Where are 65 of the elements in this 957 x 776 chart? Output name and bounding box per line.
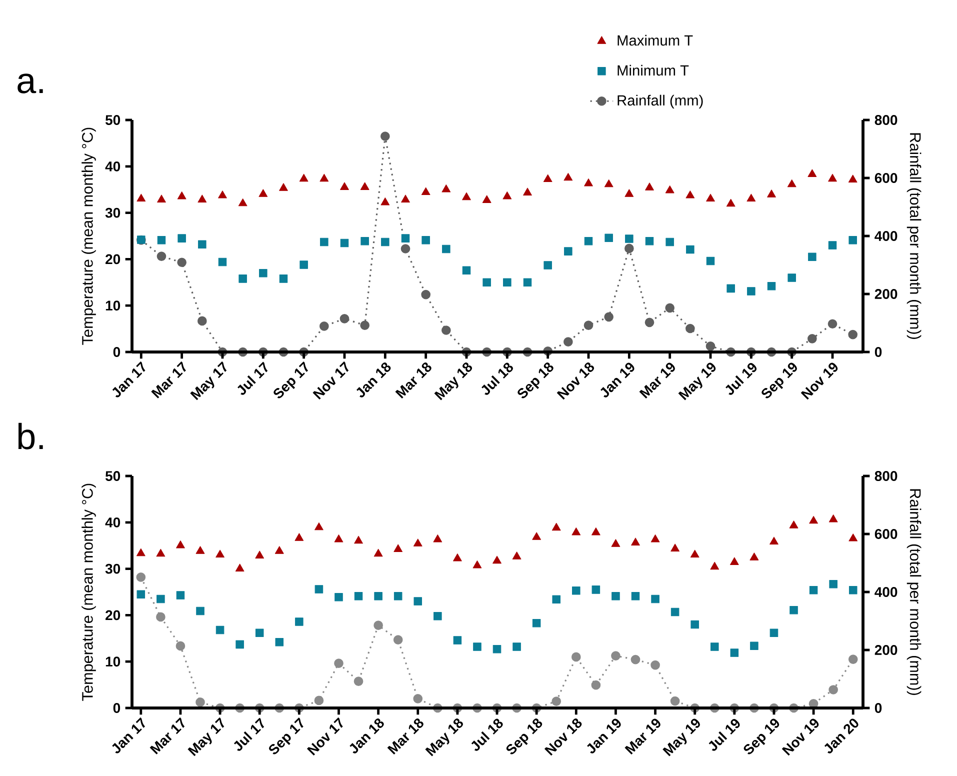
x-tick-label: Jul 17 (234, 718, 264, 751)
y2-tick-label: 0 (874, 703, 882, 713)
y2-tick-label: 800 (874, 471, 898, 481)
x-tick-label: Jan 19 (600, 362, 634, 398)
y2-tick-label: 400 (874, 231, 898, 241)
chart-title: a. (18, 74, 43, 94)
x-tick-label: Sep 17 (274, 361, 308, 398)
y2-tick-label: 0 (874, 347, 882, 357)
y-tick-label: 30 (105, 208, 120, 218)
x-tick-label: Nov 17 (312, 361, 349, 400)
legend-label: Maximum T (618, 34, 693, 46)
x-tick-label: Jan 18 (350, 718, 384, 754)
x-tick-label: Mar 19 (624, 718, 660, 755)
x-tick-label: Nov 18 (544, 718, 582, 756)
y2-tick-label: 600 (874, 173, 898, 183)
y2-tick-label: 400 (874, 587, 898, 597)
y-tick-label: 10 (106, 300, 120, 311)
x-tick-label: Mar 18 (387, 718, 424, 755)
x-tick-label: Jul 19 (708, 718, 740, 751)
x-tick-label: Sep 19 (744, 718, 780, 754)
y-tick-label: 40 (105, 517, 120, 528)
x-tick-label: Jul 17 (238, 362, 268, 395)
x-tick-label: May 18 (425, 718, 463, 756)
y-tick-label: 20 (106, 254, 120, 264)
y-axis-title: Temperature (mean monthly °C) (82, 484, 96, 701)
x-tick-label: Sep 18 (506, 718, 542, 754)
x-tick-label: Jul 19 (726, 362, 757, 395)
x-tick-label: Nov 17 (306, 717, 343, 756)
y2-tick-label: 200 (874, 289, 898, 299)
x-tick-label: Jan 18 (356, 362, 391, 398)
x-tick-label: Sep 18 (518, 362, 554, 398)
y2-tick-label: 800 (874, 115, 898, 125)
y2-tick-label: 600 (874, 529, 898, 539)
y-tick-label: 40 (105, 161, 120, 172)
y-tick-label: 0 (113, 703, 120, 713)
chart-title: b. (18, 422, 43, 450)
x-tick-label: Jul 18 (482, 362, 513, 395)
x-tick-label: Mar 17 (151, 361, 186, 398)
x-tick-label: Nov 19 (800, 362, 838, 400)
x-tick-label: Nov 19 (782, 718, 819, 756)
x-tick-label: Jan 17 (112, 717, 146, 754)
legend-label: Rainfall (mm) (618, 94, 703, 108)
y2-tick-label: 200 (874, 645, 898, 655)
x-tick-label: Sep 19 (762, 362, 797, 398)
x-tick-label: May 17 (188, 717, 224, 756)
y-axis-title: Temperature (mean monthly °C) (82, 128, 96, 345)
x-tick-label: Jan 20 (824, 718, 858, 754)
x-tick-label: Jul 18 (471, 718, 503, 751)
x-tick-label: Jan 17 (112, 361, 146, 398)
y-tick-label: 10 (106, 656, 120, 667)
y2-axis-title: Rainfall (total per month (mm)) (906, 489, 922, 695)
x-tick-label: May 17 (190, 361, 227, 400)
y-tick-label: 50 (105, 471, 120, 481)
y-tick-label: 0 (113, 347, 120, 357)
y-tick-label: 30 (105, 564, 120, 574)
x-tick-label: Jan 19 (587, 718, 621, 754)
legend-label: Minimum T (618, 64, 689, 76)
y2-axis-title: Rainfall (total per month (mm)) (906, 133, 922, 339)
y-tick-label: 20 (106, 610, 120, 620)
x-tick-label: Mar 17 (150, 717, 185, 754)
x-tick-label: Sep 17 (269, 717, 304, 754)
x-tick-label: Mar 19 (639, 362, 675, 399)
y-tick-label: 50 (105, 115, 120, 125)
x-tick-label: Nov 18 (556, 362, 594, 400)
x-tick-label: Mar 18 (395, 362, 432, 399)
